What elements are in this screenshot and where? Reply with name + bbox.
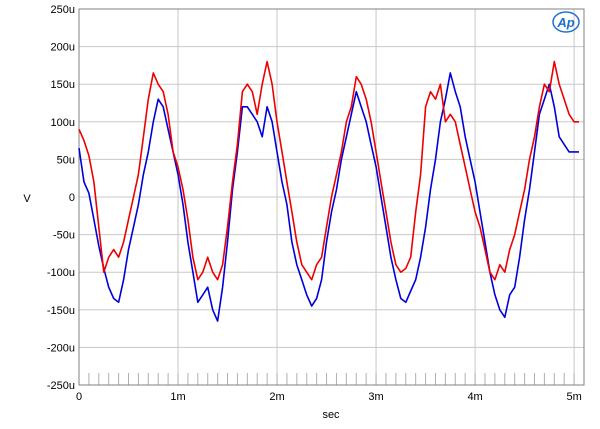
- x-tick-label: 4m: [467, 391, 482, 403]
- y-tick-label: -100u: [47, 267, 75, 279]
- x-tick-label: 5m: [566, 391, 581, 403]
- ap-logo: Ap: [552, 11, 580, 33]
- y-tick-label: 200u: [51, 42, 75, 54]
- y-tick-label: -250u: [47, 380, 75, 392]
- y-tick-label: 250u: [51, 4, 75, 16]
- y-tick-label: -150u: [47, 305, 75, 317]
- x-tick-label: 0: [76, 391, 82, 403]
- series-line-1: [78, 72, 579, 322]
- y-tick-label: 150u: [51, 79, 75, 91]
- series-line-2: [78, 60, 579, 281]
- x-tick-label: 1m: [170, 391, 185, 403]
- x-tick-label: 2m: [269, 391, 284, 403]
- plot-frame: [78, 8, 585, 386]
- y-tick-label: 50u: [57, 154, 75, 166]
- x-axis-tick-labels: 0 1m 2m 3m 4m 5m: [76, 391, 582, 403]
- y-tick-label: 0: [69, 192, 75, 204]
- y-axis-tick-labels: 250u 200u 150u 100u 50u 0 -50u -100u -150u -200u -…: [47, 4, 75, 392]
- y-tick-label: 100u: [51, 117, 75, 129]
- ap-logo-ring: [552, 11, 580, 33]
- y-tick-label: -200u: [47, 342, 75, 354]
- series-layer: [78, 60, 579, 322]
- ap-logo-mark: Ap: [556, 15, 574, 30]
- x-axis-title: sec: [322, 409, 340, 421]
- x-tick-label: 3m: [368, 391, 383, 403]
- y-axis-title: V: [23, 193, 31, 205]
- y-tick-label: -50u: [53, 230, 75, 242]
